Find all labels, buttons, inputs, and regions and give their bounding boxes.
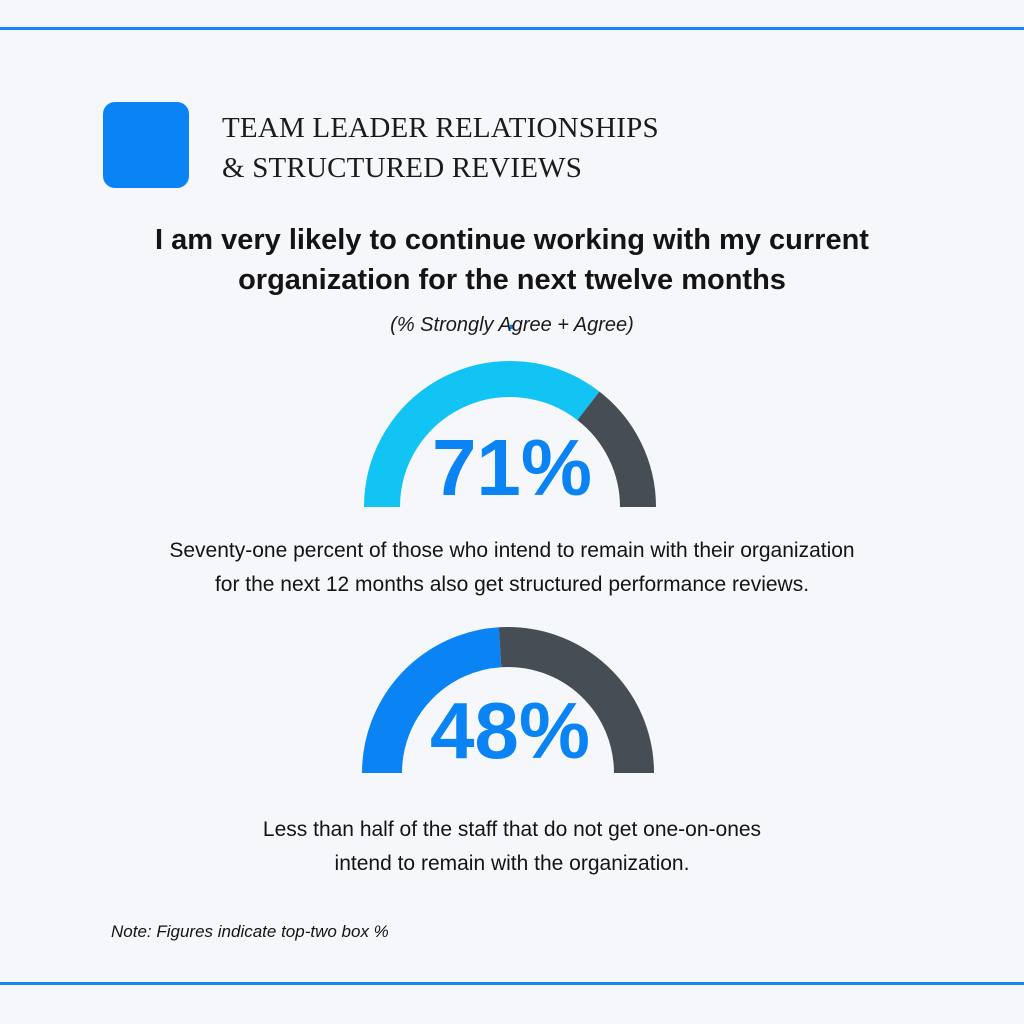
gauge-chart-1: 71% — [364, 361, 656, 512]
section-title-line-2: & STRUCTURED REVIEWS — [222, 152, 583, 184]
gauge-chart-2: 48% — [362, 627, 654, 775]
gauge-1-remainder-arc — [577, 391, 656, 508]
survey-statement: I am very likely to continue working wit… — [0, 220, 1024, 340]
gauge-2-caption-line-2: intend to remain with the organization. — [334, 852, 690, 875]
logo-square-icon — [103, 102, 189, 188]
response-scale-subtitle: (% Strongly Agree + Agree) — [390, 314, 634, 336]
survey-statement-line-2-text: organization for the next twelve months — [238, 264, 786, 296]
gauge-1-caption-line-2: for the next 12 months also get structur… — [214, 573, 810, 596]
gauge-2-value-label: 48% — [430, 686, 590, 775]
gauge-1-caption-line-1: Seventy-one percent of those who intend … — [169, 539, 855, 562]
section-title: TEAM LEADER RELATIONSHIPS & STRUCTURED R… — [222, 108, 659, 188]
bottom-divider — [0, 982, 1024, 985]
gauge-2-caption: Less than half of the staff that do not … — [0, 813, 1024, 881]
top-divider — [0, 27, 1024, 30]
gauge-2-value-arc — [362, 627, 502, 774]
section-title-line-1: TEAM LEADER RELATIONSHIPS — [222, 112, 659, 144]
gauge-1-value-arc — [364, 361, 600, 508]
gauge-2-caption-line-1: Less than half of the staff that do not … — [262, 818, 762, 841]
footnote: Note: Figures indicate top-two box % — [111, 922, 389, 941]
gauge-1-caption: Seventy-one percent of those who intend … — [0, 534, 1024, 602]
survey-statement-line-1: I am very likely to continue working wit… — [155, 224, 869, 256]
gauge-2-remainder-arc — [498, 627, 654, 774]
survey-statement-line-2: organization for the next twelve months. — [0, 260, 1024, 340]
gauge-1-value-label: 71% — [432, 423, 592, 512]
survey-statement-accent-dot: . — [507, 304, 517, 336]
